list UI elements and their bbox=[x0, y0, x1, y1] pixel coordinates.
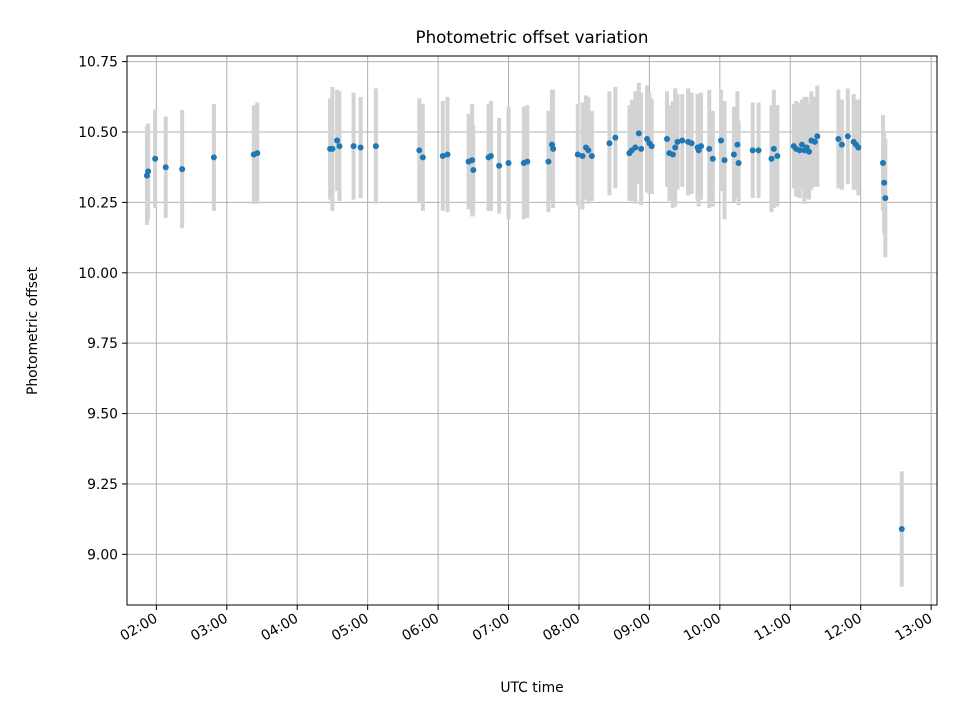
data-point bbox=[162, 164, 169, 171]
data-point bbox=[881, 179, 888, 186]
data-point bbox=[855, 144, 862, 151]
data-point bbox=[419, 154, 426, 161]
y-tick-label: 10.75 bbox=[78, 55, 118, 71]
data-point bbox=[505, 159, 512, 166]
data-point bbox=[674, 138, 681, 145]
data-point bbox=[210, 154, 217, 161]
data-point bbox=[768, 155, 775, 162]
data-point bbox=[755, 147, 762, 154]
data-point bbox=[545, 158, 552, 165]
data-point bbox=[372, 143, 379, 150]
data-point bbox=[698, 143, 705, 150]
data-point bbox=[669, 151, 676, 158]
plot-frame bbox=[126, 55, 938, 606]
data-point bbox=[469, 157, 476, 164]
data-point bbox=[612, 134, 619, 141]
data-point bbox=[444, 151, 451, 158]
data-point bbox=[814, 133, 821, 140]
data-point bbox=[770, 145, 777, 152]
data-points bbox=[143, 130, 905, 532]
data-point bbox=[882, 195, 889, 202]
y-tick-label: 10.25 bbox=[78, 195, 118, 211]
data-point bbox=[487, 152, 494, 159]
data-point bbox=[734, 141, 741, 148]
data-point bbox=[679, 137, 686, 144]
data-point bbox=[664, 136, 670, 143]
data-point bbox=[880, 159, 886, 166]
data-point bbox=[336, 143, 343, 150]
y-tick-label: 9.00 bbox=[87, 547, 118, 563]
data-point bbox=[635, 130, 642, 137]
data-point bbox=[835, 136, 842, 143]
data-point bbox=[179, 166, 186, 173]
y-axis-ticks: 9.00 9.25 9.50 9.75 10.00 10.25 10.50 10.75 bbox=[78, 55, 127, 563]
data-point bbox=[799, 141, 805, 148]
data-point bbox=[844, 133, 851, 140]
data-point bbox=[838, 141, 845, 148]
data-point bbox=[606, 140, 613, 147]
data-point bbox=[709, 155, 716, 162]
data-point bbox=[648, 143, 655, 150]
data-point bbox=[357, 144, 364, 151]
data-point bbox=[550, 145, 557, 152]
data-point bbox=[588, 152, 595, 159]
y-tick-label: 10.50 bbox=[78, 125, 118, 141]
data-point bbox=[574, 151, 581, 158]
data-point bbox=[579, 152, 586, 159]
data-point bbox=[329, 145, 336, 152]
data-point bbox=[334, 137, 341, 144]
data-point bbox=[254, 150, 261, 157]
data-point bbox=[638, 145, 645, 152]
data-point bbox=[350, 143, 357, 150]
data-point bbox=[439, 152, 446, 159]
data-point bbox=[718, 137, 724, 144]
data-point bbox=[416, 147, 423, 154]
data-point bbox=[632, 144, 639, 151]
data-point bbox=[145, 168, 152, 175]
data-point bbox=[470, 167, 477, 174]
y-tick-label: 10.00 bbox=[78, 266, 118, 282]
data-point bbox=[749, 147, 756, 154]
data-point bbox=[585, 147, 592, 154]
data-point bbox=[721, 157, 728, 164]
data-point bbox=[735, 159, 742, 166]
data-point bbox=[774, 152, 781, 159]
chart-title: Photometric offset variation bbox=[416, 27, 649, 47]
y-axis-label: Photometric offset bbox=[25, 266, 41, 395]
data-point bbox=[898, 525, 905, 532]
data-point bbox=[672, 144, 679, 151]
y-tick-label: 9.25 bbox=[87, 477, 118, 493]
data-point bbox=[688, 140, 695, 147]
data-point bbox=[811, 138, 818, 145]
data-point bbox=[730, 151, 737, 158]
data-point bbox=[806, 148, 813, 155]
data-point bbox=[796, 147, 803, 154]
x-axis-label: UTC time bbox=[500, 680, 563, 696]
data-point bbox=[524, 158, 531, 165]
data-point bbox=[706, 145, 713, 152]
data-point bbox=[496, 162, 503, 169]
y-tick-label: 9.75 bbox=[87, 336, 118, 352]
data-point bbox=[152, 155, 159, 162]
y-tick-label: 9.50 bbox=[87, 407, 118, 423]
